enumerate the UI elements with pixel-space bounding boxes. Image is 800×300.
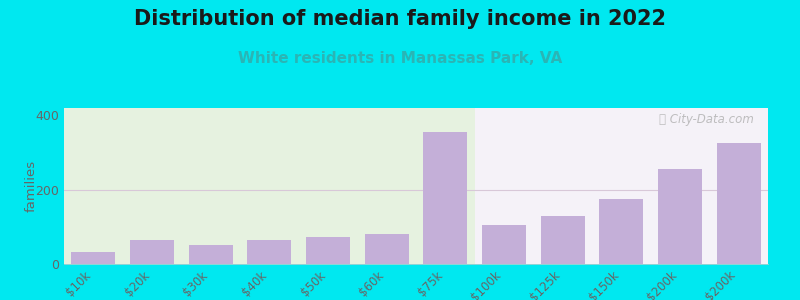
Bar <box>130 240 174 264</box>
Y-axis label: families: families <box>25 160 38 212</box>
Bar <box>189 245 233 264</box>
Bar <box>482 225 526 264</box>
Bar <box>306 237 350 264</box>
Bar <box>599 199 643 264</box>
Bar <box>423 132 467 264</box>
Bar <box>365 234 409 264</box>
Bar <box>658 169 702 264</box>
Text: Distribution of median family income in 2022: Distribution of median family income in … <box>134 9 666 29</box>
Bar <box>71 252 115 264</box>
Bar <box>64 108 474 264</box>
Bar <box>717 143 761 264</box>
Text: White residents in Manassas Park, VA: White residents in Manassas Park, VA <box>238 51 562 66</box>
Text: ⓘ City-Data.com: ⓘ City-Data.com <box>659 113 754 126</box>
Bar <box>247 240 291 264</box>
Bar <box>541 216 585 264</box>
